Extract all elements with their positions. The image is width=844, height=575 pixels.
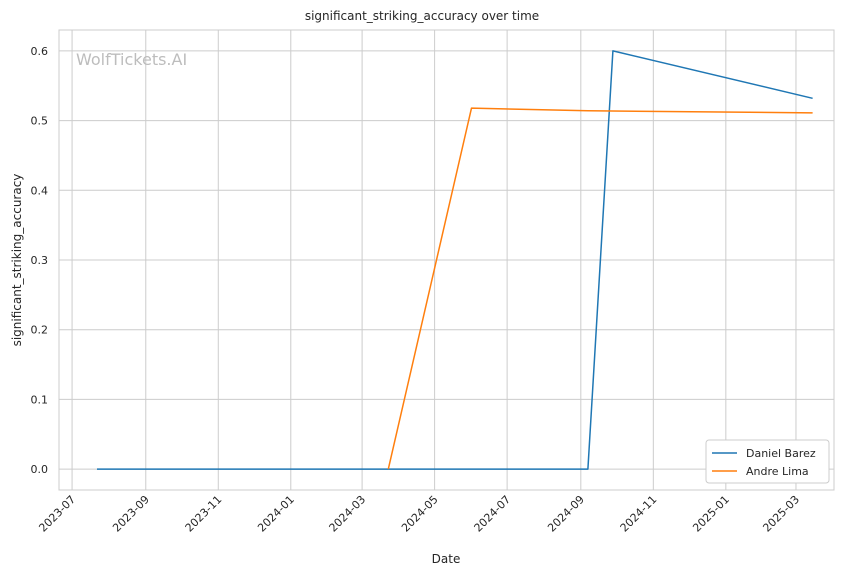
legend-label-andre-lima: Andre Lima bbox=[746, 465, 809, 478]
y-axis-ticks: 0.0 0.1 0.2 0.3 0.4 0.5 0.6 bbox=[31, 45, 49, 476]
y-tick-label: 0.0 bbox=[31, 463, 49, 476]
x-axis-label: Date bbox=[432, 552, 461, 566]
chart-title: significant_striking_accuracy over time bbox=[305, 9, 539, 23]
legend-box bbox=[705, 439, 830, 484]
series-lines bbox=[96, 50, 813, 470]
y-tick-label: 0.1 bbox=[31, 393, 49, 406]
series-line-andre-lima bbox=[387, 107, 813, 470]
y-axis-label: significant_striking_accuracy bbox=[10, 174, 24, 347]
y-tick-label: 0.4 bbox=[31, 184, 49, 197]
legend-label-daniel-barez: Daniel Barez bbox=[746, 447, 816, 460]
y-tick-label: 0.5 bbox=[31, 115, 49, 128]
watermark: WolfTickets.AI bbox=[76, 50, 187, 69]
series-line-daniel-barez bbox=[97, 50, 813, 470]
y-tick-label: 0.3 bbox=[31, 254, 49, 267]
y-tick-label: 0.6 bbox=[31, 45, 49, 58]
grid bbox=[59, 30, 834, 490]
plot-frame bbox=[58, 29, 835, 491]
legend: Daniel Barez Andre Lima bbox=[705, 439, 830, 484]
y-tick-label: 0.2 bbox=[31, 324, 49, 337]
